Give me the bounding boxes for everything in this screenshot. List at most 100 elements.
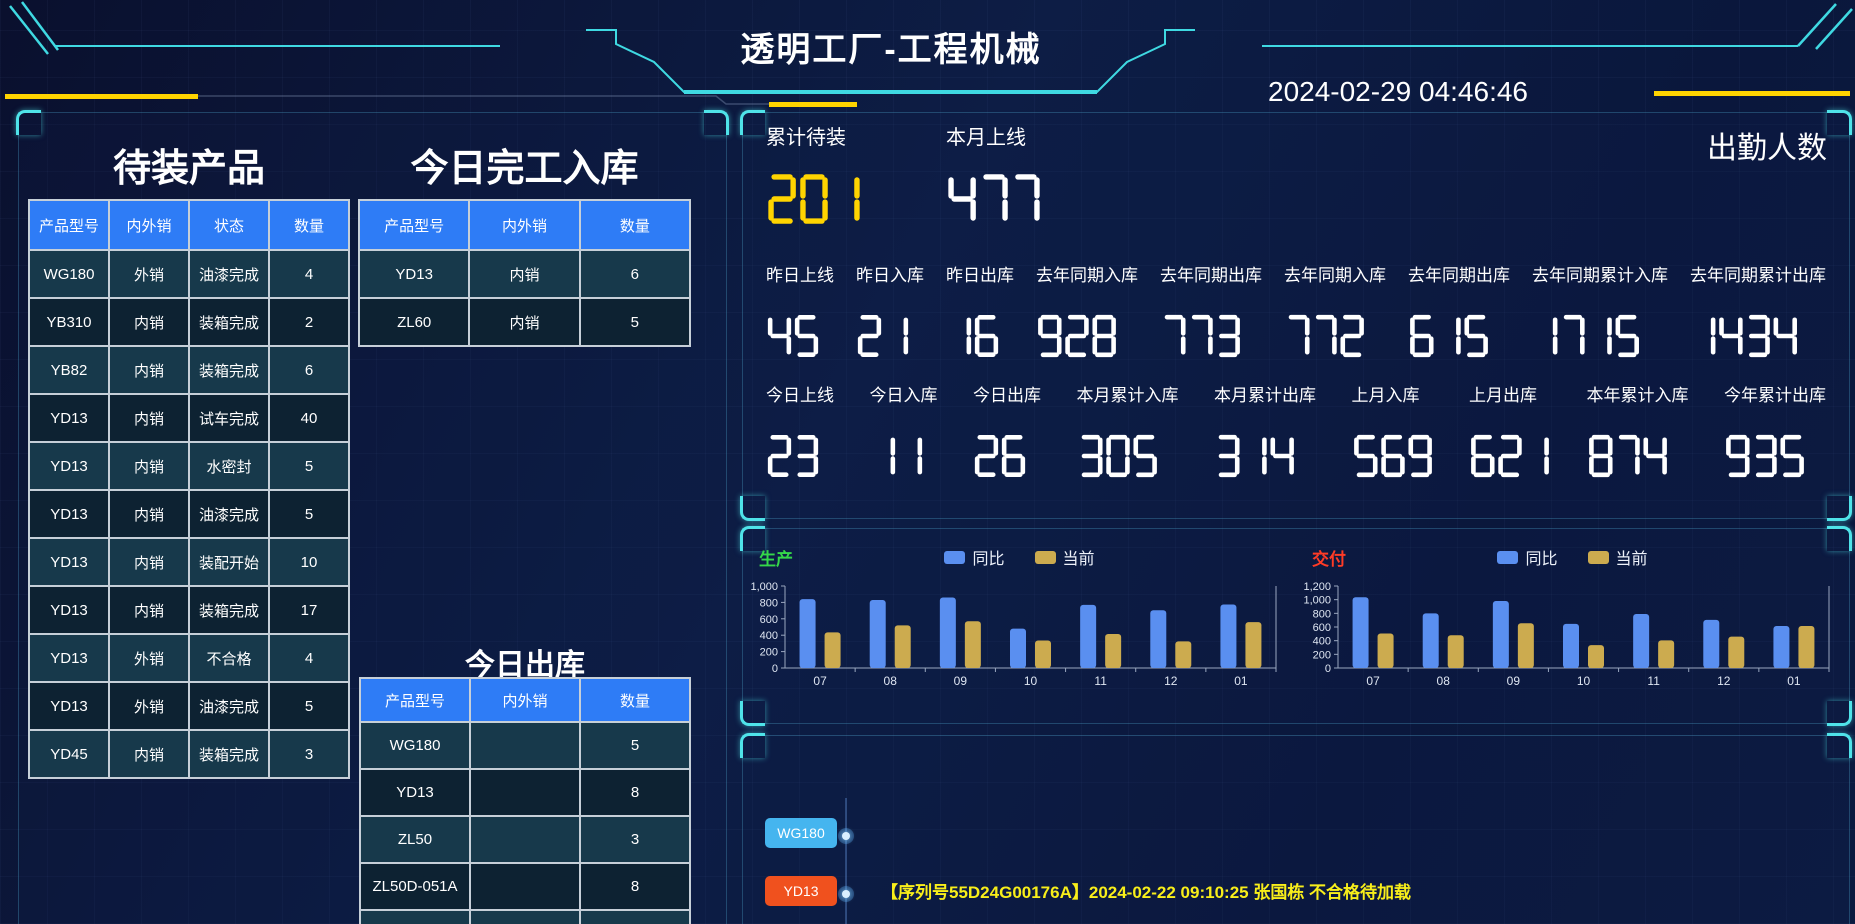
svg-text:1,000: 1,000 <box>1303 595 1331 607</box>
cell: 内销 <box>108 585 190 635</box>
svg-text:400: 400 <box>760 630 778 642</box>
product-tag-wg180: WG180 <box>765 818 837 848</box>
column-header: 产品型号 <box>357 199 471 251</box>
stat-item: 上月入库 <box>1352 381 1434 479</box>
cell: 17 <box>268 585 350 635</box>
stat-label: 去年同期入库 <box>1284 266 1386 285</box>
bar <box>1352 597 1369 668</box>
stat-value <box>766 313 834 359</box>
corner-decoration <box>740 110 765 135</box>
bar <box>939 597 956 668</box>
table-row: YD13 8 <box>359 768 691 817</box>
column-header: 数量 <box>268 199 350 251</box>
cell: 5 <box>578 297 692 347</box>
cell: 5 <box>268 489 350 539</box>
cell: 油漆完成 <box>188 489 270 539</box>
cell: 5 <box>268 681 350 731</box>
cell: 试车完成 <box>188 393 270 443</box>
today-outbound-table: 产品型号 内外销 数量 WG180 5 YD13 8 ZL50 3 ZL50D-051A 8 <box>359 677 691 924</box>
stat-label: 去年同期累计出库 <box>1690 266 1826 285</box>
bar-chart: 0 200 400 600 800 1,000 07 08 09 10 11 12 01 <box>750 581 1277 688</box>
cell: 装箱完成 <box>188 729 270 779</box>
cell: YD13 <box>359 768 471 817</box>
stat-item: 今年累计出库 <box>1724 381 1826 479</box>
cell: 3 <box>268 729 350 779</box>
stat-value <box>1587 433 1689 479</box>
table-row: ZL50 3 <box>359 815 691 864</box>
svg-text:800: 800 <box>1313 608 1331 620</box>
stat-value <box>856 313 924 359</box>
bar <box>1105 633 1122 668</box>
stat-label: 昨日上线 <box>766 266 834 285</box>
stat-item: 去年同期累计入库 <box>1532 261 1668 359</box>
svg-text:11: 11 <box>1647 674 1660 688</box>
svg-text:400: 400 <box>1313 636 1331 648</box>
legend-item[interactable]: 当前 <box>1034 545 1095 569</box>
product-tag-yd13: YD13 <box>765 876 837 906</box>
cell: 油漆完成 <box>188 249 270 299</box>
event-feed-panel: WG180 YD13 【序列号55D24G00176A】2024-02-22 0… <box>740 733 1852 924</box>
timeline-dot <box>838 886 854 902</box>
corner-decoration <box>16 110 41 135</box>
cell: ZL50D-051A <box>359 862 471 911</box>
stat-label: 今日上线 <box>766 386 834 405</box>
stat-value <box>1469 433 1551 479</box>
bar <box>1220 604 1237 668</box>
bar <box>1080 604 1097 668</box>
cell: ZL60 <box>357 297 471 347</box>
cell: 6 <box>578 249 692 299</box>
cell: 6 <box>268 345 350 395</box>
bar <box>964 621 981 668</box>
svg-text:11: 11 <box>1094 674 1107 688</box>
cell: YB82 <box>28 345 110 395</box>
stat-value <box>870 433 938 479</box>
legend-item[interactable]: 同比 <box>1497 545 1558 569</box>
charts-panel: 生产 同比 当前 0 200 400 600 800 1,000 07 08 09 10 11 12 01… <box>740 526 1852 726</box>
bar <box>1377 633 1394 668</box>
stat-label: 本年累计入库 <box>1586 386 1689 405</box>
table-row: WG180 外销 油漆完成 4 <box>28 249 350 299</box>
legend-label: 同比 <box>1525 551 1558 568</box>
stat-item: 本年累计入库 <box>1587 381 1689 479</box>
legend-item[interactable]: 同比 <box>944 545 1005 569</box>
stat-label: 去年同期出库 <box>1408 266 1510 285</box>
stat-value <box>1036 313 1138 359</box>
stat-item: 本月累计入库 <box>1077 381 1179 479</box>
stat-item: 昨日入库 <box>856 261 924 359</box>
corner-decoration <box>740 701 765 726</box>
stat-label: 本月累计入库 <box>1076 386 1179 405</box>
corner-decoration <box>1827 701 1852 726</box>
bar <box>869 599 886 668</box>
cell: YB310 <box>28 297 110 347</box>
table-row: YD45 内销 装箱完成 3 <box>28 729 350 779</box>
cell: ZL50 <box>359 815 471 864</box>
stat-value <box>1160 313 1262 359</box>
cell: 不合格 <box>188 633 270 683</box>
cell: 8 <box>579 862 691 911</box>
cell <box>579 909 691 924</box>
cell: 8 <box>579 768 691 817</box>
stat-value <box>1214 433 1316 479</box>
legend-item[interactable]: 当前 <box>1587 545 1648 569</box>
svg-text:1,200: 1,200 <box>1303 581 1331 593</box>
cell: 内销 <box>108 537 190 587</box>
stat-item: 今日入库 <box>870 381 938 479</box>
stat-label: 今年累计出库 <box>1724 386 1826 405</box>
svg-text:600: 600 <box>1313 622 1331 634</box>
attendance-label: 出勤人数 <box>1707 132 1827 165</box>
stat-value <box>946 313 1014 359</box>
stat-value <box>973 433 1041 479</box>
bar <box>824 632 841 668</box>
cell: 内销 <box>108 345 190 395</box>
chart-title: 生产 <box>759 550 793 569</box>
cell: 内销 <box>108 489 190 539</box>
stat-value <box>1408 313 1510 359</box>
cell: 10 <box>268 537 350 587</box>
cell <box>359 909 471 924</box>
cell: 5 <box>579 721 691 770</box>
cell <box>469 768 581 817</box>
legend-label: 同比 <box>972 551 1005 568</box>
table-row: YD13 内销 6 <box>357 249 692 299</box>
